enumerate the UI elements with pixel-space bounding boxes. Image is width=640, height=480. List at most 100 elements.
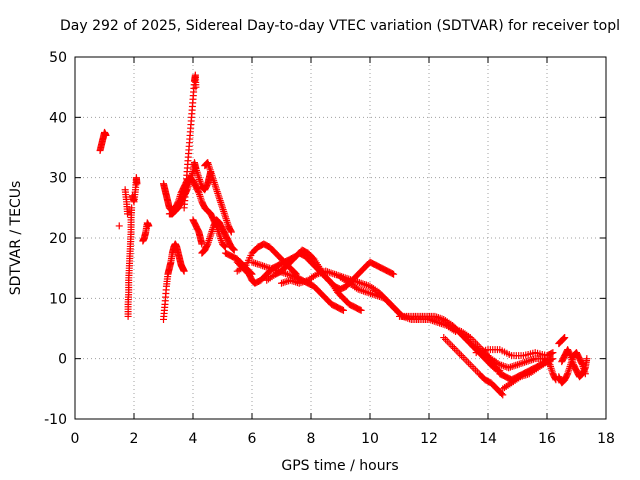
data-point bbox=[526, 356, 534, 364]
data-point bbox=[230, 246, 238, 254]
data-point bbox=[499, 391, 507, 399]
data-point bbox=[257, 261, 265, 269]
y-tick-label: 0 bbox=[58, 352, 67, 368]
data-point bbox=[357, 279, 365, 287]
data-point bbox=[472, 366, 480, 374]
x-tick-label: 4 bbox=[189, 431, 198, 447]
data-point bbox=[512, 361, 520, 369]
data-point bbox=[440, 334, 448, 342]
x-tick-label: 0 bbox=[71, 431, 80, 447]
data-point bbox=[501, 363, 509, 371]
y-tick-label: 10 bbox=[49, 291, 67, 307]
x-tick-label: 12 bbox=[420, 431, 438, 447]
data-point bbox=[260, 262, 268, 270]
data-point bbox=[508, 363, 516, 371]
data-point bbox=[452, 346, 460, 354]
chart-title: Day 292 of 2025, Sidereal Day-to-day VTE… bbox=[60, 18, 620, 34]
data-point bbox=[281, 278, 289, 286]
data-point bbox=[133, 180, 141, 188]
data-point bbox=[361, 280, 369, 288]
data-point bbox=[443, 337, 451, 345]
data-point bbox=[279, 279, 287, 287]
data-point bbox=[278, 279, 285, 287]
data-point bbox=[514, 361, 521, 369]
data-point bbox=[102, 131, 110, 139]
data-point bbox=[463, 357, 471, 365]
data-point bbox=[388, 270, 396, 278]
y-tick-label: 30 bbox=[49, 171, 67, 187]
y-tick-label: 20 bbox=[49, 231, 67, 247]
x-tick-label: 6 bbox=[248, 431, 257, 447]
data-point bbox=[552, 376, 560, 384]
data-point bbox=[361, 288, 369, 296]
data-point bbox=[461, 355, 469, 363]
y-axis-ticks: -10 0 10 20 30 40 50 bbox=[44, 50, 606, 428]
x-tick-label: 16 bbox=[538, 431, 556, 447]
data-point bbox=[510, 362, 518, 370]
data-point bbox=[115, 222, 123, 230]
data-point bbox=[450, 344, 458, 352]
data-point bbox=[356, 306, 364, 314]
data-point bbox=[515, 360, 523, 368]
x-tick-label: 10 bbox=[361, 431, 379, 447]
data-point bbox=[192, 83, 200, 91]
x-tick-label: 18 bbox=[597, 431, 615, 447]
data-point bbox=[517, 359, 525, 367]
data-point bbox=[519, 359, 527, 367]
x-tick-label: 14 bbox=[479, 431, 497, 447]
data-point bbox=[457, 352, 465, 360]
data-point bbox=[329, 270, 337, 278]
data-point bbox=[253, 260, 261, 268]
data-point bbox=[561, 334, 569, 342]
data-point bbox=[583, 355, 591, 363]
data-point bbox=[445, 339, 453, 347]
data-point bbox=[506, 363, 514, 371]
data-point bbox=[470, 364, 478, 372]
data-point bbox=[128, 204, 136, 212]
data-point bbox=[454, 348, 462, 356]
data-points bbox=[96, 71, 591, 399]
data-point bbox=[522, 358, 530, 366]
data-point bbox=[524, 357, 532, 365]
x-axis-label: GPS time / hours bbox=[281, 458, 398, 474]
y-tick-label: 40 bbox=[49, 110, 67, 126]
data-point bbox=[359, 280, 367, 288]
data-point bbox=[259, 262, 267, 270]
data-point bbox=[498, 390, 506, 398]
data-point bbox=[521, 358, 529, 366]
x-axis-ticks: 0 2 4 6 8 10 12 14 16 18 bbox=[71, 57, 615, 447]
data-point bbox=[145, 222, 153, 230]
data-point bbox=[221, 243, 229, 251]
grid bbox=[75, 57, 606, 419]
data-point bbox=[548, 349, 556, 357]
data-point bbox=[338, 306, 346, 314]
data-point bbox=[466, 361, 474, 369]
data-point bbox=[528, 356, 536, 364]
data-point bbox=[180, 267, 188, 275]
data-point bbox=[456, 350, 464, 358]
data-point bbox=[339, 306, 347, 314]
data-point bbox=[360, 287, 368, 295]
data-point bbox=[198, 240, 206, 248]
y-tick-label: 50 bbox=[49, 50, 67, 66]
data-point bbox=[447, 341, 455, 349]
data-point bbox=[465, 359, 473, 367]
data-point bbox=[327, 269, 335, 277]
data-point bbox=[548, 355, 556, 363]
data-point bbox=[468, 363, 476, 371]
data-point bbox=[549, 349, 557, 357]
data-point bbox=[252, 259, 260, 267]
data-point bbox=[505, 364, 513, 372]
y-tick-label: -10 bbox=[44, 412, 67, 428]
data-point bbox=[227, 228, 235, 236]
data-point bbox=[390, 270, 398, 278]
data-point bbox=[357, 306, 365, 314]
x-tick-label: 8 bbox=[307, 431, 316, 447]
data-point bbox=[283, 277, 291, 285]
data-point bbox=[442, 335, 450, 343]
data-point bbox=[459, 353, 467, 361]
data-point bbox=[549, 355, 557, 363]
data-point bbox=[449, 343, 457, 351]
y-axis-label: SDTVAR / TECUs bbox=[8, 181, 24, 296]
